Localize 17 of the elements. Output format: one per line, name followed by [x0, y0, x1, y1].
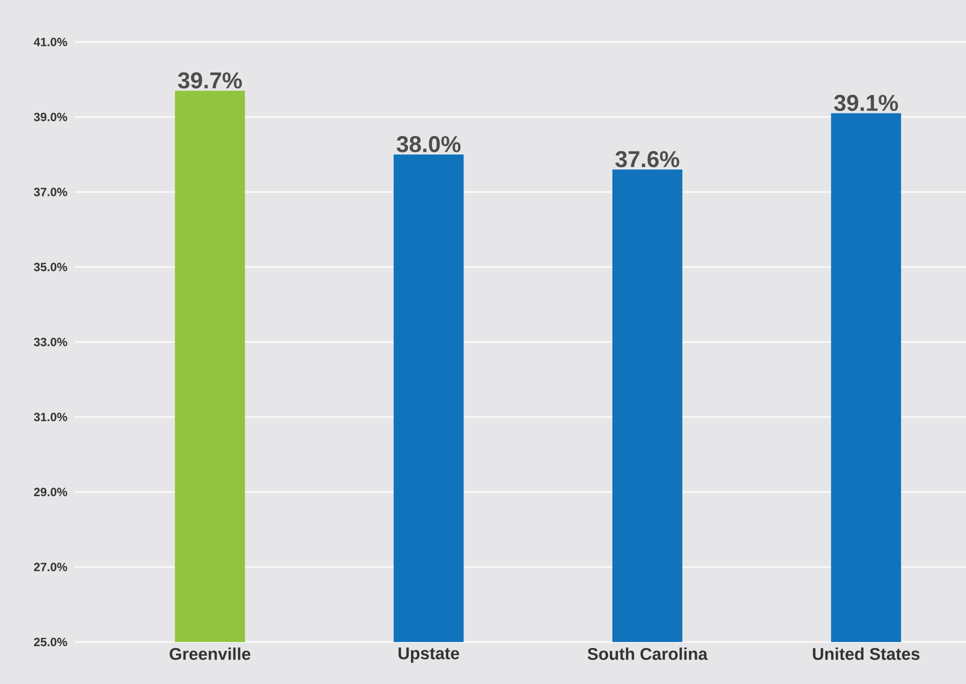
- y-tick-label: 25.0%: [34, 638, 68, 646]
- y-tick-label: 35.0%: [34, 262, 68, 272]
- y-tick-label: 37.0%: [34, 188, 68, 196]
- data-label: 39.7%: [178, 72, 242, 89]
- data-label: 38.0%: [396, 136, 461, 152]
- x-tick-label: United States: [812, 648, 920, 660]
- y-tick-label: 27.0%: [34, 562, 68, 572]
- y-tick-label: 29.0%: [34, 488, 68, 496]
- y-tick-label: 33.0%: [34, 338, 68, 346]
- x-tick-label: Greenville: [170, 648, 250, 660]
- y-tick-label: 39.0%: [34, 112, 68, 122]
- data-label: 39.1%: [834, 94, 898, 112]
- y-tick-label: 41.0%: [34, 38, 68, 46]
- x-tick-label: South Carolina: [588, 648, 708, 660]
- y-tick-label: 31.0%: [34, 412, 68, 422]
- data-label: 37.6%: [615, 151, 680, 168]
- x-tick-label: Upstate: [398, 648, 460, 663]
